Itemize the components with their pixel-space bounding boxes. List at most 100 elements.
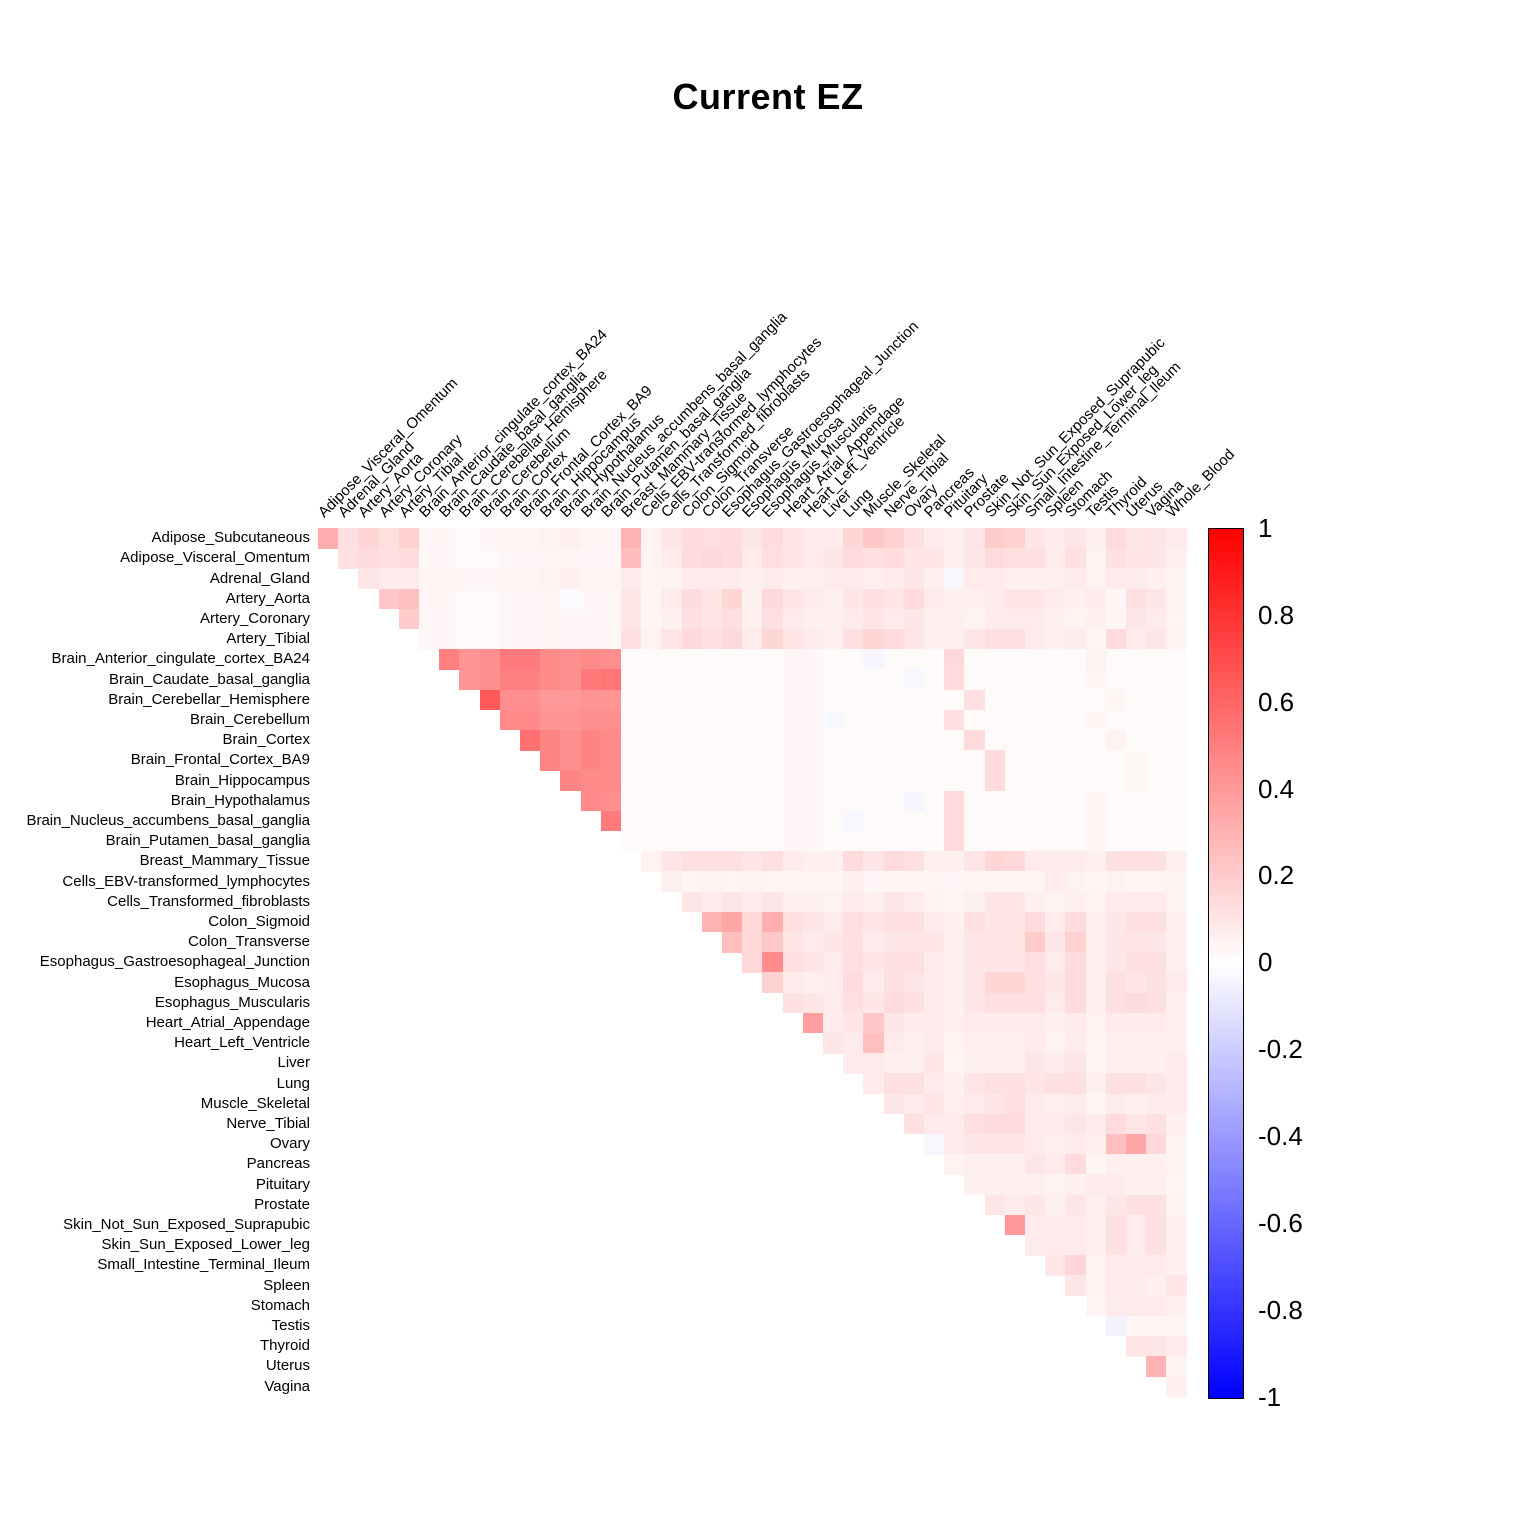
heatmap-cell bbox=[520, 709, 541, 731]
heatmap-cell bbox=[863, 649, 885, 670]
heatmap-cell bbox=[802, 588, 824, 610]
heatmap-cell bbox=[580, 629, 602, 650]
heatmap-cell bbox=[1004, 790, 1026, 812]
heatmap-cell bbox=[722, 730, 743, 751]
heatmap-cell bbox=[984, 972, 1006, 994]
heatmap-cell bbox=[863, 750, 885, 771]
heatmap-cell bbox=[823, 992, 844, 1014]
heatmap-cell bbox=[600, 568, 622, 590]
heatmap-cell bbox=[944, 568, 965, 590]
heatmap-cell bbox=[762, 891, 784, 913]
heatmap-cell bbox=[600, 730, 622, 751]
heatmap-cell bbox=[924, 952, 945, 973]
heatmap-cell bbox=[823, 608, 844, 630]
heatmap-cell bbox=[843, 1033, 864, 1054]
heatmap-cell bbox=[762, 548, 784, 569]
heatmap-cell bbox=[1146, 629, 1167, 650]
heatmap-cell bbox=[1085, 1194, 1107, 1216]
row-label: Brain_Putamen_basal_ganglia bbox=[105, 832, 310, 850]
heatmap-cell bbox=[1146, 1235, 1167, 1256]
heatmap-cell bbox=[499, 669, 521, 691]
heatmap-cell bbox=[1025, 649, 1046, 670]
heatmap-cell bbox=[722, 649, 743, 670]
heatmap-cell bbox=[1166, 689, 1188, 711]
heatmap-cell bbox=[924, 871, 945, 893]
heatmap-cell bbox=[1126, 1315, 1147, 1337]
heatmap-cell bbox=[439, 528, 460, 549]
heatmap-cell bbox=[1166, 911, 1188, 933]
heatmap-cell bbox=[843, 810, 864, 832]
heatmap-cell bbox=[823, 649, 844, 670]
heatmap-cell bbox=[1126, 608, 1147, 630]
heatmap-cell bbox=[1126, 1134, 1147, 1155]
row-label: Artery_Coronary bbox=[199, 609, 310, 627]
heatmap-cell bbox=[419, 528, 440, 549]
heatmap-cell bbox=[964, 871, 986, 893]
heatmap-cell bbox=[1146, 1174, 1167, 1196]
heatmap-cell bbox=[964, 770, 986, 792]
heatmap-cell bbox=[903, 1093, 925, 1115]
heatmap-cell bbox=[580, 588, 602, 610]
heatmap-cell bbox=[1166, 1214, 1188, 1236]
heatmap-cell bbox=[1025, 548, 1046, 569]
heatmap-cell bbox=[641, 709, 662, 731]
heatmap-cell bbox=[782, 629, 804, 650]
heatmap-cell bbox=[1146, 1154, 1167, 1175]
heatmap-cell bbox=[944, 1113, 965, 1135]
heatmap-cell bbox=[1025, 790, 1046, 812]
heatmap-cell bbox=[1004, 891, 1026, 913]
heatmap-cell bbox=[1045, 1134, 1066, 1155]
heatmap-cell bbox=[944, 770, 965, 792]
row-label: Adipose_Subcutaneous bbox=[151, 529, 310, 547]
heatmap-cell bbox=[1105, 871, 1127, 893]
heatmap-cell bbox=[1146, 750, 1167, 771]
heatmap-cell bbox=[802, 831, 824, 852]
heatmap-cell bbox=[1146, 1336, 1167, 1357]
heatmap-cell bbox=[1025, 810, 1046, 832]
heatmap-cell bbox=[944, 669, 965, 691]
heatmap-cell bbox=[823, 730, 844, 751]
heatmap-cell bbox=[823, 790, 844, 812]
row-label: Cells_Transformed_fibroblasts bbox=[107, 892, 310, 910]
heatmap-cell bbox=[863, 548, 885, 569]
heatmap-cell bbox=[1025, 669, 1046, 691]
heatmap-cell bbox=[1146, 972, 1167, 994]
heatmap-cell bbox=[1065, 972, 1087, 994]
heatmap-cell bbox=[1126, 790, 1147, 812]
heatmap-cell bbox=[600, 608, 622, 630]
heatmap-cell bbox=[863, 972, 885, 994]
row-label: Pancreas bbox=[246, 1155, 310, 1173]
heatmap-cell bbox=[1146, 649, 1167, 670]
heatmap-cell bbox=[984, 1053, 1006, 1074]
heatmap-cell bbox=[1045, 1154, 1066, 1175]
heatmap-cell bbox=[742, 730, 763, 751]
heatmap-cell bbox=[479, 649, 501, 670]
heatmap-cell bbox=[742, 911, 763, 933]
heatmap-cell bbox=[600, 649, 622, 670]
heatmap-cell bbox=[459, 629, 481, 650]
heatmap-cell bbox=[742, 750, 763, 771]
heatmap-cell bbox=[964, 1012, 986, 1034]
heatmap-cell bbox=[843, 689, 864, 711]
heatmap-cell bbox=[762, 608, 784, 630]
row-label: Small_Intestine_Terminal_Ileum bbox=[97, 1256, 310, 1274]
heatmap-cell bbox=[924, 709, 945, 731]
heatmap-cell bbox=[1126, 932, 1147, 953]
heatmap-cell bbox=[722, 548, 743, 569]
heatmap-cell bbox=[823, 831, 844, 852]
heatmap-cell bbox=[1166, 608, 1188, 630]
heatmap-cell bbox=[1065, 750, 1087, 771]
heatmap-cell bbox=[924, 1073, 945, 1095]
heatmap-cell bbox=[722, 528, 743, 549]
heatmap-cell bbox=[722, 568, 743, 590]
heatmap-cell bbox=[1025, 608, 1046, 630]
heatmap-cell bbox=[1146, 790, 1167, 812]
heatmap-cell bbox=[1166, 1154, 1188, 1175]
heatmap-cell bbox=[802, 649, 824, 670]
heatmap-cell bbox=[903, 669, 925, 691]
heatmap-cell bbox=[984, 871, 1006, 893]
heatmap-cell bbox=[1004, 851, 1026, 872]
row-label: Brain_Cerebellum bbox=[189, 710, 310, 728]
heatmap-cell bbox=[722, 588, 743, 610]
heatmap-cell bbox=[1004, 629, 1026, 650]
